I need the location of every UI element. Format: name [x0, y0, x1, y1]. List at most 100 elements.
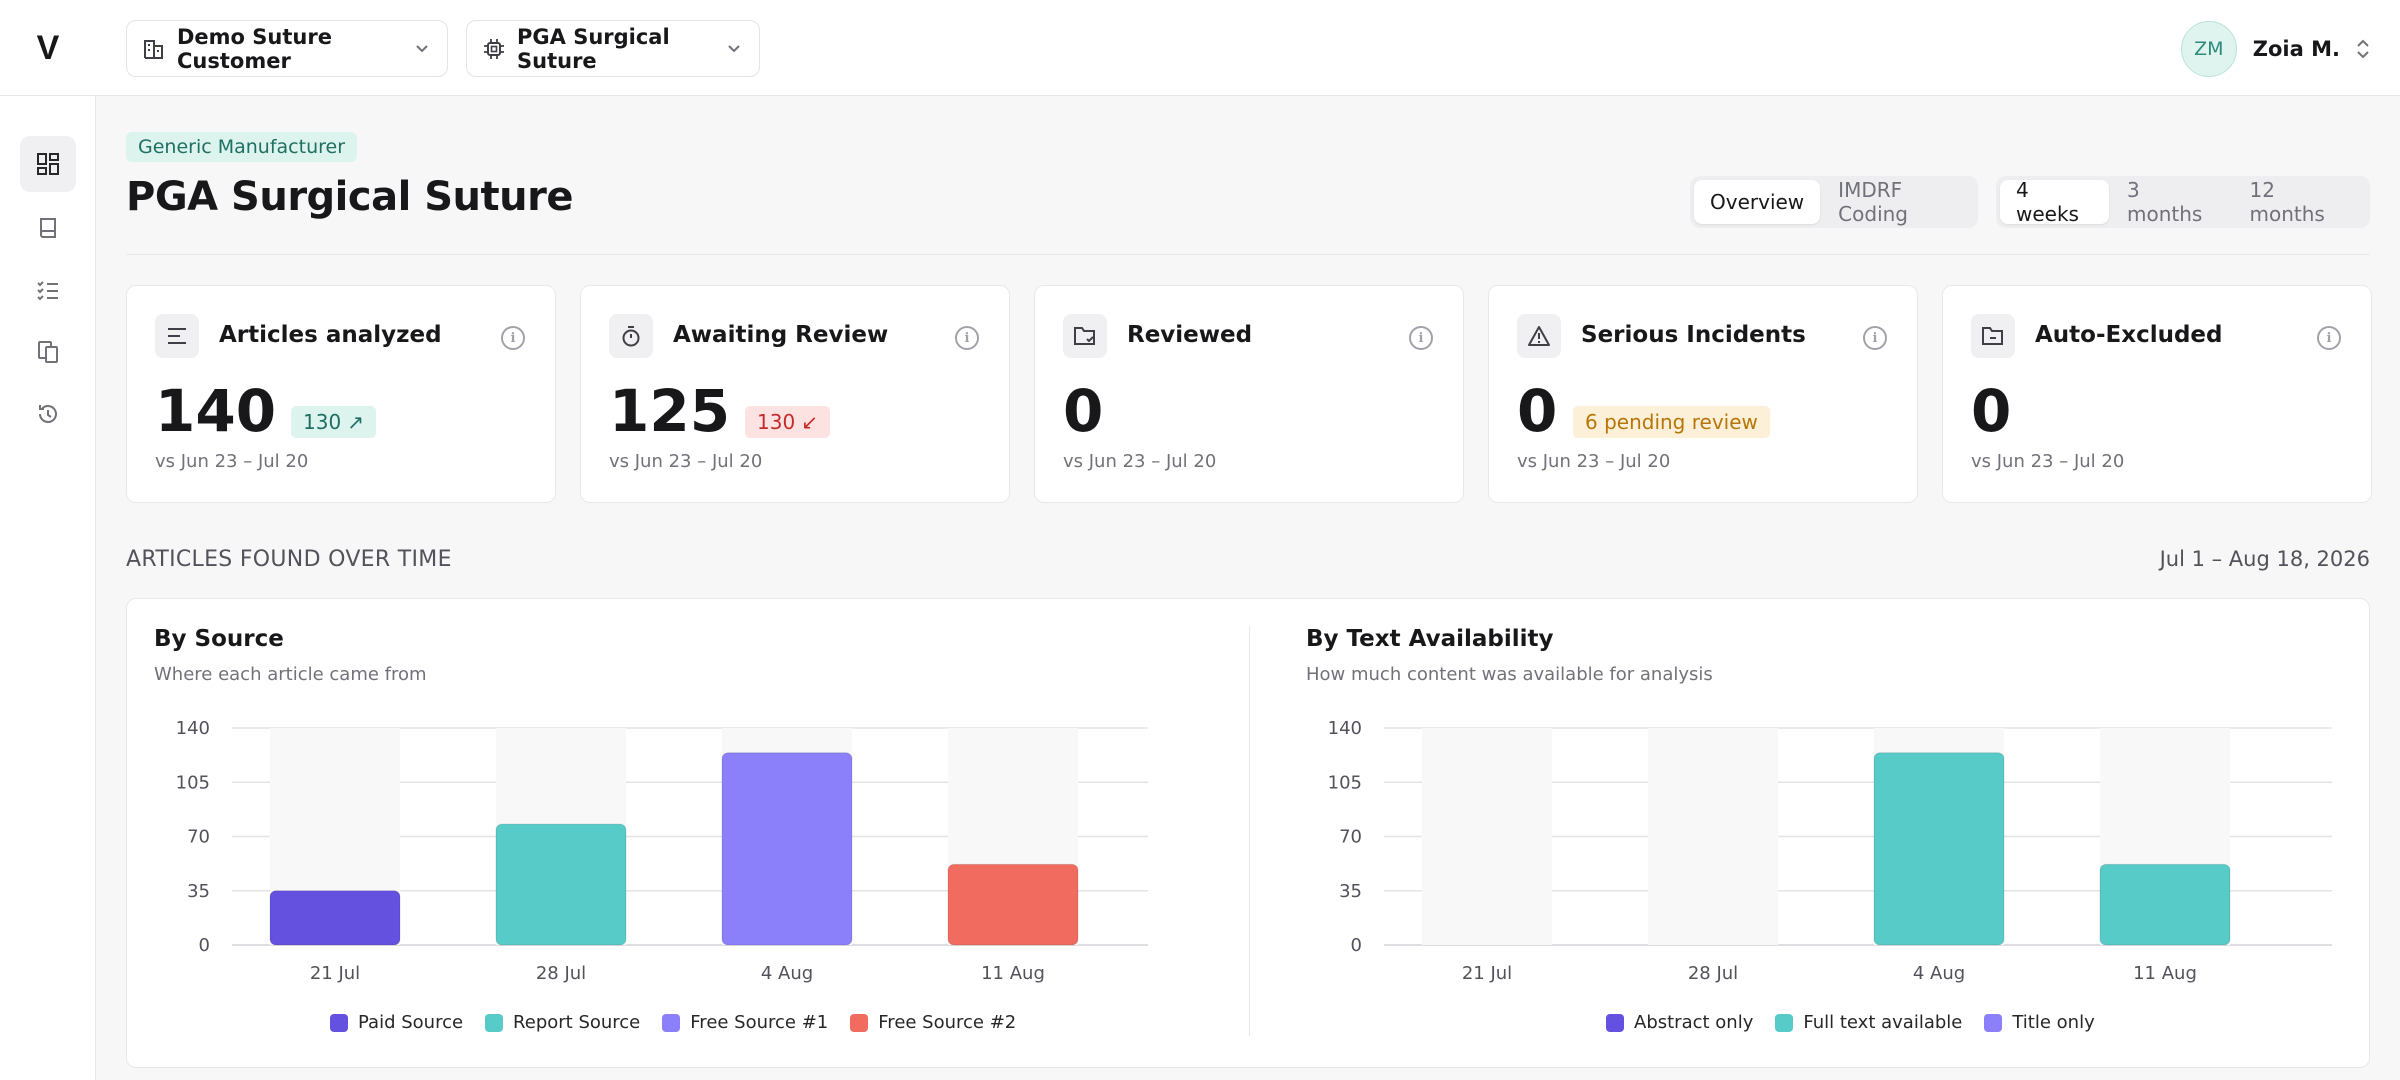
x-tick-label: 21 Jul [310, 963, 360, 984]
dashboard-icon [37, 153, 59, 175]
stat-value: 0 [1971, 377, 2012, 445]
legend-swatch [485, 1013, 504, 1032]
bar[interactable] [1873, 752, 2005, 946]
x-tick-label: 28 Jul [536, 963, 586, 984]
product-selector[interactable]: PGA Surgical Suture [466, 20, 760, 77]
stat-change-badge: 130 ↙ [745, 406, 830, 438]
info-icon[interactable]: i [1863, 326, 1887, 350]
sidebar-item-library[interactable] [20, 200, 76, 256]
timer-icon [609, 314, 653, 358]
legend-item[interactable]: Report Source [485, 1012, 640, 1033]
chart-by-source: 0 35 70 105 140 21 Jul 28 Jul 4 Aug 11 Aug [176, 718, 1148, 984]
info-icon[interactable]: i [501, 326, 525, 350]
legend-item[interactable]: Free Source #2 [850, 1012, 1016, 1033]
avatar: ZM [2180, 20, 2237, 77]
stat-card-auto-excluded: Auto-Excluded i 0 vs Jun 23 – Jul 20 [1942, 285, 2372, 503]
legend-item[interactable]: Title only [1984, 1012, 2095, 1033]
legend-swatch [850, 1013, 869, 1032]
arrow-up-right-icon: ↗ [347, 410, 364, 434]
arrow-down-left-icon: ↙ [801, 410, 818, 434]
section-title: ARTICLES FOUND OVER TIME [126, 547, 452, 572]
legend-item[interactable]: Full text available [1775, 1012, 1962, 1033]
stat-value: 140 [155, 377, 277, 445]
y-tick-label: 140 [1328, 718, 1362, 739]
legend-by-source: Paid Source Report Source Free Source #1 Fr… [330, 1012, 1016, 1033]
x-tick-label: 28 Jul [1688, 963, 1738, 984]
legend-swatch [1606, 1013, 1624, 1032]
pending-review-badge: 6 pending review [1573, 406, 1770, 438]
stat-comparison: vs Jun 23 – Jul 20 [1971, 451, 2125, 472]
sidebar-item-tasks[interactable] [20, 262, 76, 318]
legend-swatch [1775, 1013, 1794, 1032]
product-selector-label: PGA Surgical Suture [517, 24, 670, 73]
legend-by-text-availability: Abstract only Full text available Title on… [1606, 1012, 2095, 1033]
history-icon [39, 405, 57, 423]
range-switcher: 4 weeks 3 months 12 months [1996, 176, 2370, 228]
sidebar-item-dashboard[interactable] [20, 136, 76, 192]
manufacturer-badge: Generic Manufacturer [126, 132, 358, 162]
stat-change-value: 130 [303, 410, 342, 434]
range-4-weeks[interactable]: 4 weeks [2000, 178, 2109, 226]
stat-change-badge: 130 ↗ [291, 406, 376, 438]
chart-subtitle-by-text-availability: How much content was available for analy… [1306, 664, 1713, 685]
info-icon[interactable]: i [2317, 326, 2341, 350]
chart-by-text-availability: 0 35 70 105 140 21 Jul 28 Jul 4 Aug 11 Aug [1328, 718, 2332, 984]
x-tick-label: 11 Aug [2133, 963, 2197, 984]
legend-label: Report Source [513, 1012, 641, 1033]
stat-title: Auto-Excluded [2035, 322, 2223, 348]
range-12-months[interactable]: 12 months [2249, 178, 2325, 226]
bar[interactable] [947, 863, 1079, 946]
folder-minus-icon [1971, 314, 2015, 358]
legend-item[interactable]: Paid Source [330, 1012, 463, 1033]
info-icon[interactable]: i [1409, 326, 1433, 350]
chart-divider [1249, 626, 1250, 1036]
bar[interactable] [2099, 863, 2231, 946]
info-icon[interactable]: i [955, 326, 979, 350]
stat-card-awaiting-review: Awaiting Review i 125 130 ↙ vs Jun 23 – … [580, 285, 1010, 503]
y-tick-label: 105 [1328, 772, 1362, 793]
category-band [1648, 728, 1778, 945]
legend-item[interactable]: Abstract only [1606, 1012, 1753, 1033]
stat-comparison: vs Jun 23 – Jul 20 [155, 451, 309, 472]
sidebar-item-history[interactable] [20, 386, 76, 442]
y-tick-label: 35 [1339, 881, 1362, 902]
legend-swatch [662, 1013, 681, 1032]
app-logo[interactable]: V [36, 28, 60, 67]
warning-icon [1517, 314, 1561, 358]
list-icon [155, 314, 199, 358]
x-tick-label: 11 Aug [981, 963, 1045, 984]
user-name: Zoia M. [2252, 36, 2340, 61]
category-band [1422, 728, 1552, 945]
legend-item[interactable]: Free Source #1 [662, 1012, 828, 1033]
stat-title: Articles analyzed [219, 322, 442, 348]
tab-imdrf-coding[interactable]: IMDRF Coding [1838, 178, 1908, 226]
chevron-down-icon [415, 39, 429, 58]
chart-title-by-source: By Source [154, 626, 284, 652]
book-icon [40, 218, 56, 238]
tab-overview[interactable]: Overview [1694, 180, 1821, 224]
stat-value: 0 [1063, 377, 1104, 445]
user-menu[interactable]: ZM Zoia M. [2180, 20, 2370, 77]
stat-comparison: vs Jun 23 – Jul 20 [1517, 451, 1671, 472]
bar[interactable] [495, 823, 627, 946]
sidebar-item-documents[interactable] [20, 324, 76, 380]
stat-value: 125 [609, 377, 731, 445]
y-tick-label: 70 [1339, 827, 1362, 848]
folder-check-icon [1063, 314, 1107, 358]
bar[interactable] [269, 890, 401, 946]
x-tick-label: 4 Aug [761, 963, 813, 984]
y-tick-label: 105 [176, 772, 210, 793]
legend-label: Paid Source [358, 1012, 464, 1033]
legend-swatch [1984, 1013, 2003, 1032]
y-tick-label: 0 [199, 935, 210, 956]
chart-title-by-text-availability: By Text Availability [1306, 626, 1554, 652]
legend-label: Abstract only [1634, 1012, 1754, 1033]
customer-selector[interactable]: Demo Suture Customer [126, 20, 448, 77]
x-tick-label: 21 Jul [1462, 963, 1512, 984]
y-tick-label: 70 [187, 827, 210, 848]
y-tick-label: 35 [187, 881, 210, 902]
stat-comparison: vs Jun 23 – Jul 20 [1063, 451, 1217, 472]
range-3-months[interactable]: 3 months [2126, 178, 2203, 226]
legend-swatch [330, 1013, 348, 1032]
bar[interactable] [721, 752, 853, 946]
